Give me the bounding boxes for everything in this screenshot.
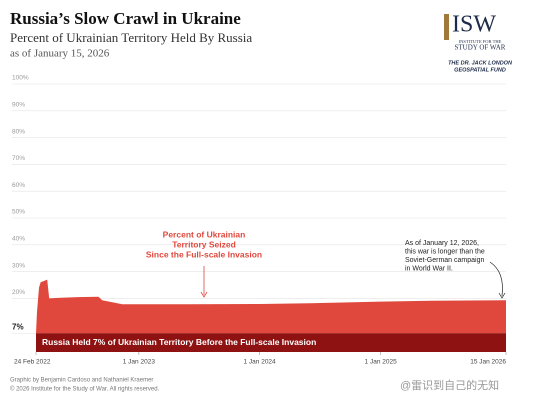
annotation: this war is longer than the: [405, 248, 485, 255]
logo-line: STUDY OF WAR: [455, 44, 506, 52]
x-tick-label: 1 Jan 2024: [244, 359, 277, 366]
x-tick-label: 15 Jan 2026: [470, 359, 506, 366]
credit: © 2026 Institute for the Study of War. A…: [10, 386, 160, 393]
y-tick-label: 80%: [12, 128, 25, 135]
baseline-band: [36, 333, 506, 352]
y-tick-label: 100%: [12, 75, 29, 82]
baseline-label: Russia Held 7% of Ukrainian Territory Be…: [42, 337, 316, 347]
annotation: Soviet-German campaign: [405, 257, 484, 264]
y-tick-label: 50%: [12, 209, 25, 216]
chart-subtitle: Percent of Ukrainian Territory Held By R…: [10, 30, 252, 45]
fund-line: THE DR. JACK LONDON: [448, 60, 513, 66]
logo-line: INSTITUTE FOR THE: [459, 39, 502, 44]
annotation: Percent of Ukrainian: [163, 229, 246, 239]
logo: ISW INSTITUTE FOR THE STUDY OF WAR THE D…: [444, 12, 513, 73]
x-tick-label: 1 Jan 2023: [123, 359, 156, 366]
annotation: Territory Seized: [172, 239, 236, 249]
annotation: As of January 12, 2026,: [405, 240, 479, 247]
logo-mark: ISW: [452, 12, 496, 38]
y-tick-label: 30%: [12, 262, 25, 269]
y-tick-label: 60%: [12, 182, 25, 189]
annotation: in World War II.: [405, 265, 453, 272]
arrow-head: [200, 291, 208, 298]
y-tick-label: 40%: [12, 236, 25, 243]
fund-line: GEOSPATIAL FUND: [454, 67, 506, 73]
y-tick-label: 90%: [12, 102, 25, 109]
x-tick-label: 24 Feb 2022: [14, 359, 51, 366]
date-note: as of January 15, 2026: [10, 48, 110, 60]
y-tick-label: 70%: [12, 155, 25, 162]
logo-bar: [444, 14, 449, 40]
credit: Graphic by Benjamin Cardoso and Nathanie…: [10, 378, 153, 384]
x-tick-label: 1 Jan 2025: [365, 359, 398, 366]
watermark: @雷识到自己的无知: [400, 378, 499, 392]
arrow-head: [498, 292, 506, 299]
area: [36, 279, 506, 334]
y-tick-label: 20%: [12, 289, 25, 296]
y-tick-label: 7%: [12, 322, 24, 331]
chart-title: Russia’s Slow Crawl in Ukraine: [10, 9, 241, 28]
annotation: Since the Full-scale Invasion: [146, 249, 262, 259]
annotation-arrow: [489, 261, 503, 297]
